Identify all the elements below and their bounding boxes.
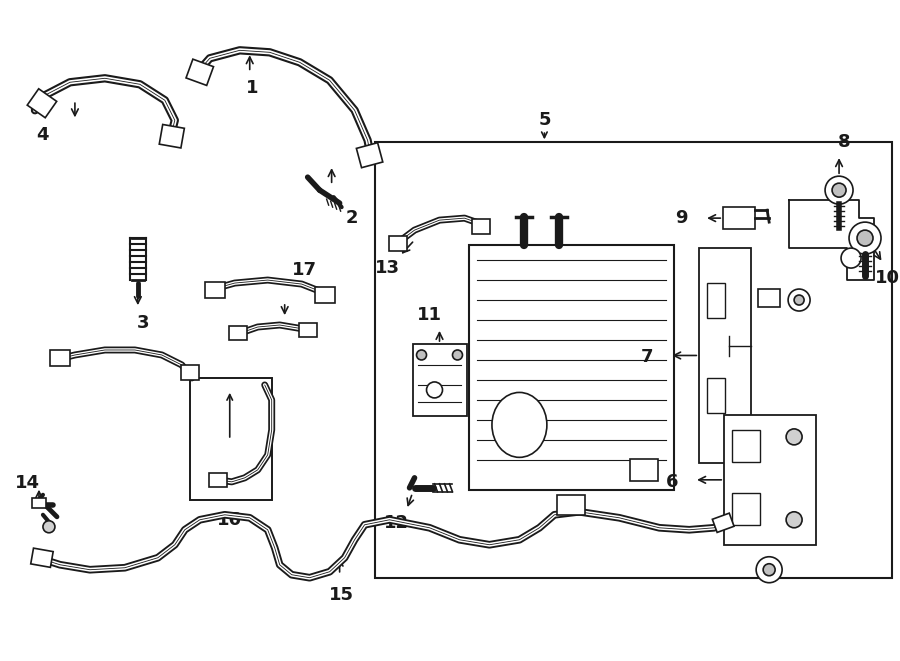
- Bar: [472, 219, 490, 233]
- Bar: [724, 207, 755, 229]
- Text: 8: 8: [838, 134, 850, 151]
- Circle shape: [786, 512, 802, 527]
- Circle shape: [842, 248, 861, 268]
- Circle shape: [825, 176, 853, 204]
- Circle shape: [453, 350, 463, 360]
- Circle shape: [786, 429, 802, 445]
- Bar: [389, 235, 407, 251]
- Bar: [724, 415, 816, 545]
- Text: 6: 6: [666, 473, 679, 491]
- Bar: [733, 493, 760, 525]
- Circle shape: [794, 295, 804, 305]
- Bar: [186, 59, 213, 85]
- Text: 14: 14: [14, 474, 40, 492]
- Text: 5: 5: [538, 111, 551, 130]
- Circle shape: [832, 183, 846, 197]
- Text: 16: 16: [217, 511, 242, 529]
- Circle shape: [756, 557, 782, 583]
- Circle shape: [427, 382, 443, 398]
- Bar: [758, 289, 780, 307]
- Bar: [374, 142, 892, 578]
- Bar: [707, 283, 725, 318]
- Text: 1: 1: [246, 79, 258, 97]
- Text: 12: 12: [384, 514, 410, 532]
- Bar: [31, 548, 53, 567]
- Circle shape: [763, 564, 775, 576]
- Bar: [470, 245, 674, 490]
- Bar: [159, 124, 184, 148]
- Text: 4: 4: [36, 126, 49, 144]
- Bar: [699, 248, 752, 463]
- Bar: [356, 143, 382, 168]
- Bar: [557, 495, 585, 515]
- Text: 3: 3: [137, 314, 149, 332]
- Circle shape: [788, 289, 810, 311]
- Bar: [209, 473, 227, 486]
- Bar: [205, 282, 225, 298]
- Bar: [229, 325, 247, 340]
- Bar: [299, 323, 317, 338]
- Text: 15: 15: [329, 586, 354, 603]
- Bar: [190, 378, 272, 500]
- Text: 9: 9: [675, 209, 688, 227]
- Text: 13: 13: [375, 259, 401, 277]
- Bar: [181, 366, 199, 381]
- Text: 7: 7: [641, 348, 653, 366]
- Circle shape: [43, 521, 55, 533]
- Circle shape: [857, 230, 873, 246]
- Bar: [712, 513, 734, 532]
- Text: 11: 11: [417, 306, 442, 324]
- Text: 2: 2: [346, 209, 358, 227]
- Bar: [315, 287, 335, 303]
- Bar: [733, 430, 760, 462]
- Circle shape: [849, 222, 881, 254]
- Circle shape: [417, 350, 427, 360]
- Bar: [707, 378, 725, 413]
- Text: 17: 17: [292, 261, 317, 279]
- Bar: [27, 89, 57, 118]
- Bar: [630, 459, 658, 481]
- Bar: [412, 344, 467, 416]
- Bar: [50, 350, 70, 366]
- Ellipse shape: [492, 393, 547, 457]
- Bar: [32, 498, 46, 508]
- Text: 10: 10: [875, 269, 899, 287]
